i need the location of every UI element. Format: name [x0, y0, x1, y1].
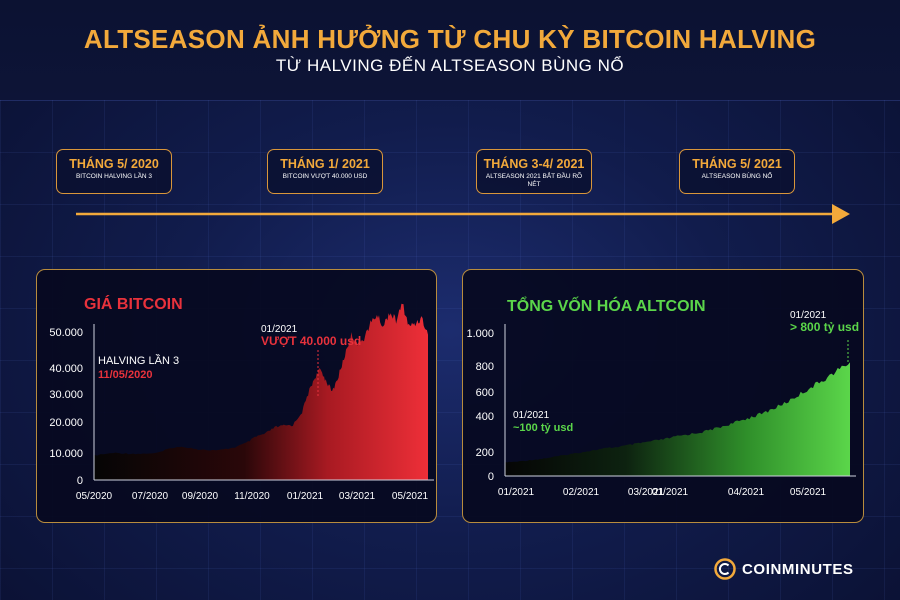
coinminutes-logo-icon — [714, 558, 736, 580]
x-tick-label: 01/2021 — [498, 487, 535, 498]
x-tick-label: 07/2020 — [132, 491, 169, 502]
y-tick-label: 30.000 — [49, 389, 83, 401]
y-tick-label: 50.000 — [49, 327, 83, 339]
milestone-jan-2021: THÁNG 1/ 2021 BITCOIN VƯỢT 40.000 USD — [267, 149, 383, 194]
halving-annotation-label: HALVING LẦN 3 — [98, 354, 179, 367]
y-tick-label: 0 — [77, 475, 83, 487]
milestone-date: THÁNG 1/ 2021 — [280, 157, 370, 171]
coinminutes-logo: COINMINUTES — [714, 558, 854, 580]
milestone-desc: BITCOIN HALVING LẦN 3 — [75, 173, 153, 180]
series-area — [505, 362, 850, 476]
alt-peak-annotation-label: > 800 tỷ usd — [790, 320, 859, 334]
altcoin-chart-panel: 01/2021 02/2021 03/2021 01/2021 04/2021 05/20… — [462, 269, 864, 523]
btc-40k-annotation-label: VƯỢT 40.000 usd — [261, 334, 361, 348]
page-subtitle: TỪ HALVING ĐẾN ALTSEASON BÙNG NỔ — [275, 56, 625, 75]
page-title: ALTSEASON ẢNH HƯỞNG TỪ CHU KỲ BITCOIN HA… — [83, 24, 817, 54]
milestone-mar-apr-2021: THÁNG 3-4/ 2021 ALTSEASON 2021 BẮT ĐẦU R… — [476, 149, 592, 194]
x-tick-label: 05/2021 — [392, 491, 429, 502]
bitcoin-chart-panel: 0 10.000 20.000 30.000 40.000 50.000 05/2020 07… — [36, 269, 437, 523]
milestone-desc: ALTSEASON 2021 BẮT ĐẦU RÕ NÉT — [485, 173, 583, 188]
milestone-date: THÁNG 5/ 2020 — [69, 157, 159, 171]
timeline-arrow — [76, 204, 850, 224]
altcoin-chart-title: TỔNG VỐN HÓA ALTCOIN — [507, 298, 706, 315]
milestone-date: THÁNG 3-4/ 2021 — [483, 157, 585, 171]
header-banner: ALTSEASON ẢNH HƯỞNG TỪ CHU KỲ BITCOIN HA… — [0, 0, 900, 101]
x-tick-label: 03/2021 — [339, 491, 376, 502]
milestone-desc: ALTSEASON BÙNG NỔ — [701, 173, 773, 180]
series-area — [94, 303, 428, 480]
halving-annotation-date: 11/05/2020 — [98, 369, 152, 381]
btc-40k-annotation-date: 01/2021 — [261, 324, 298, 335]
alt-start-annotation-label: ~100 tỷ usd — [513, 422, 573, 434]
milestone-date: THÁNG 5/ 2021 — [692, 157, 782, 171]
y-tick-label: 40.000 — [49, 363, 83, 375]
milestone-may-2021: THÁNG 5/ 2021 ALTSEASON BÙNG NỔ — [679, 149, 795, 194]
x-tick-label: 11/2020 — [234, 491, 270, 502]
milestone-may-2020: THÁNG 5/ 2020 BITCOIN HALVING LẦN 3 — [56, 149, 172, 194]
x-tick-label: 04/2021 — [728, 487, 765, 498]
y-tick-label: 800 — [476, 361, 494, 373]
y-tick-label: 0 — [488, 471, 494, 483]
x-tick-label: 02/2021 — [563, 487, 600, 498]
bitcoin-chart-title: GIÁ BITCOIN — [84, 296, 183, 313]
y-tick-label: 400 — [476, 411, 494, 423]
x-tick-label: 01/2021 — [287, 491, 324, 502]
y-tick-label: 600 — [476, 387, 494, 399]
alt-start-annotation-date: 01/2021 — [513, 410, 550, 421]
logo-text: COINMINUTES — [742, 560, 854, 578]
x-tick-label: 03/2021 — [628, 487, 665, 498]
x-tick-label: 05/2020 — [76, 491, 113, 502]
x-tick-label: 01/2021 — [652, 487, 689, 498]
y-tick-label: 200 — [476, 447, 494, 459]
x-tick-label: 09/2020 — [182, 491, 219, 502]
x-tick-label: 05/2021 — [790, 487, 827, 498]
bitcoin-chart: 0 10.000 20.000 30.000 40.000 50.000 05/2020 07… — [49, 303, 434, 502]
y-tick-label: 20.000 — [49, 417, 83, 429]
milestone-desc: BITCOIN VƯỢT 40.000 USD — [282, 173, 368, 180]
y-tick-label: 1.000 — [466, 328, 494, 340]
alt-peak-annotation-date: 01/2021 — [790, 310, 827, 321]
arrowhead-icon — [832, 204, 850, 224]
y-tick-label: 10.000 — [49, 448, 83, 460]
